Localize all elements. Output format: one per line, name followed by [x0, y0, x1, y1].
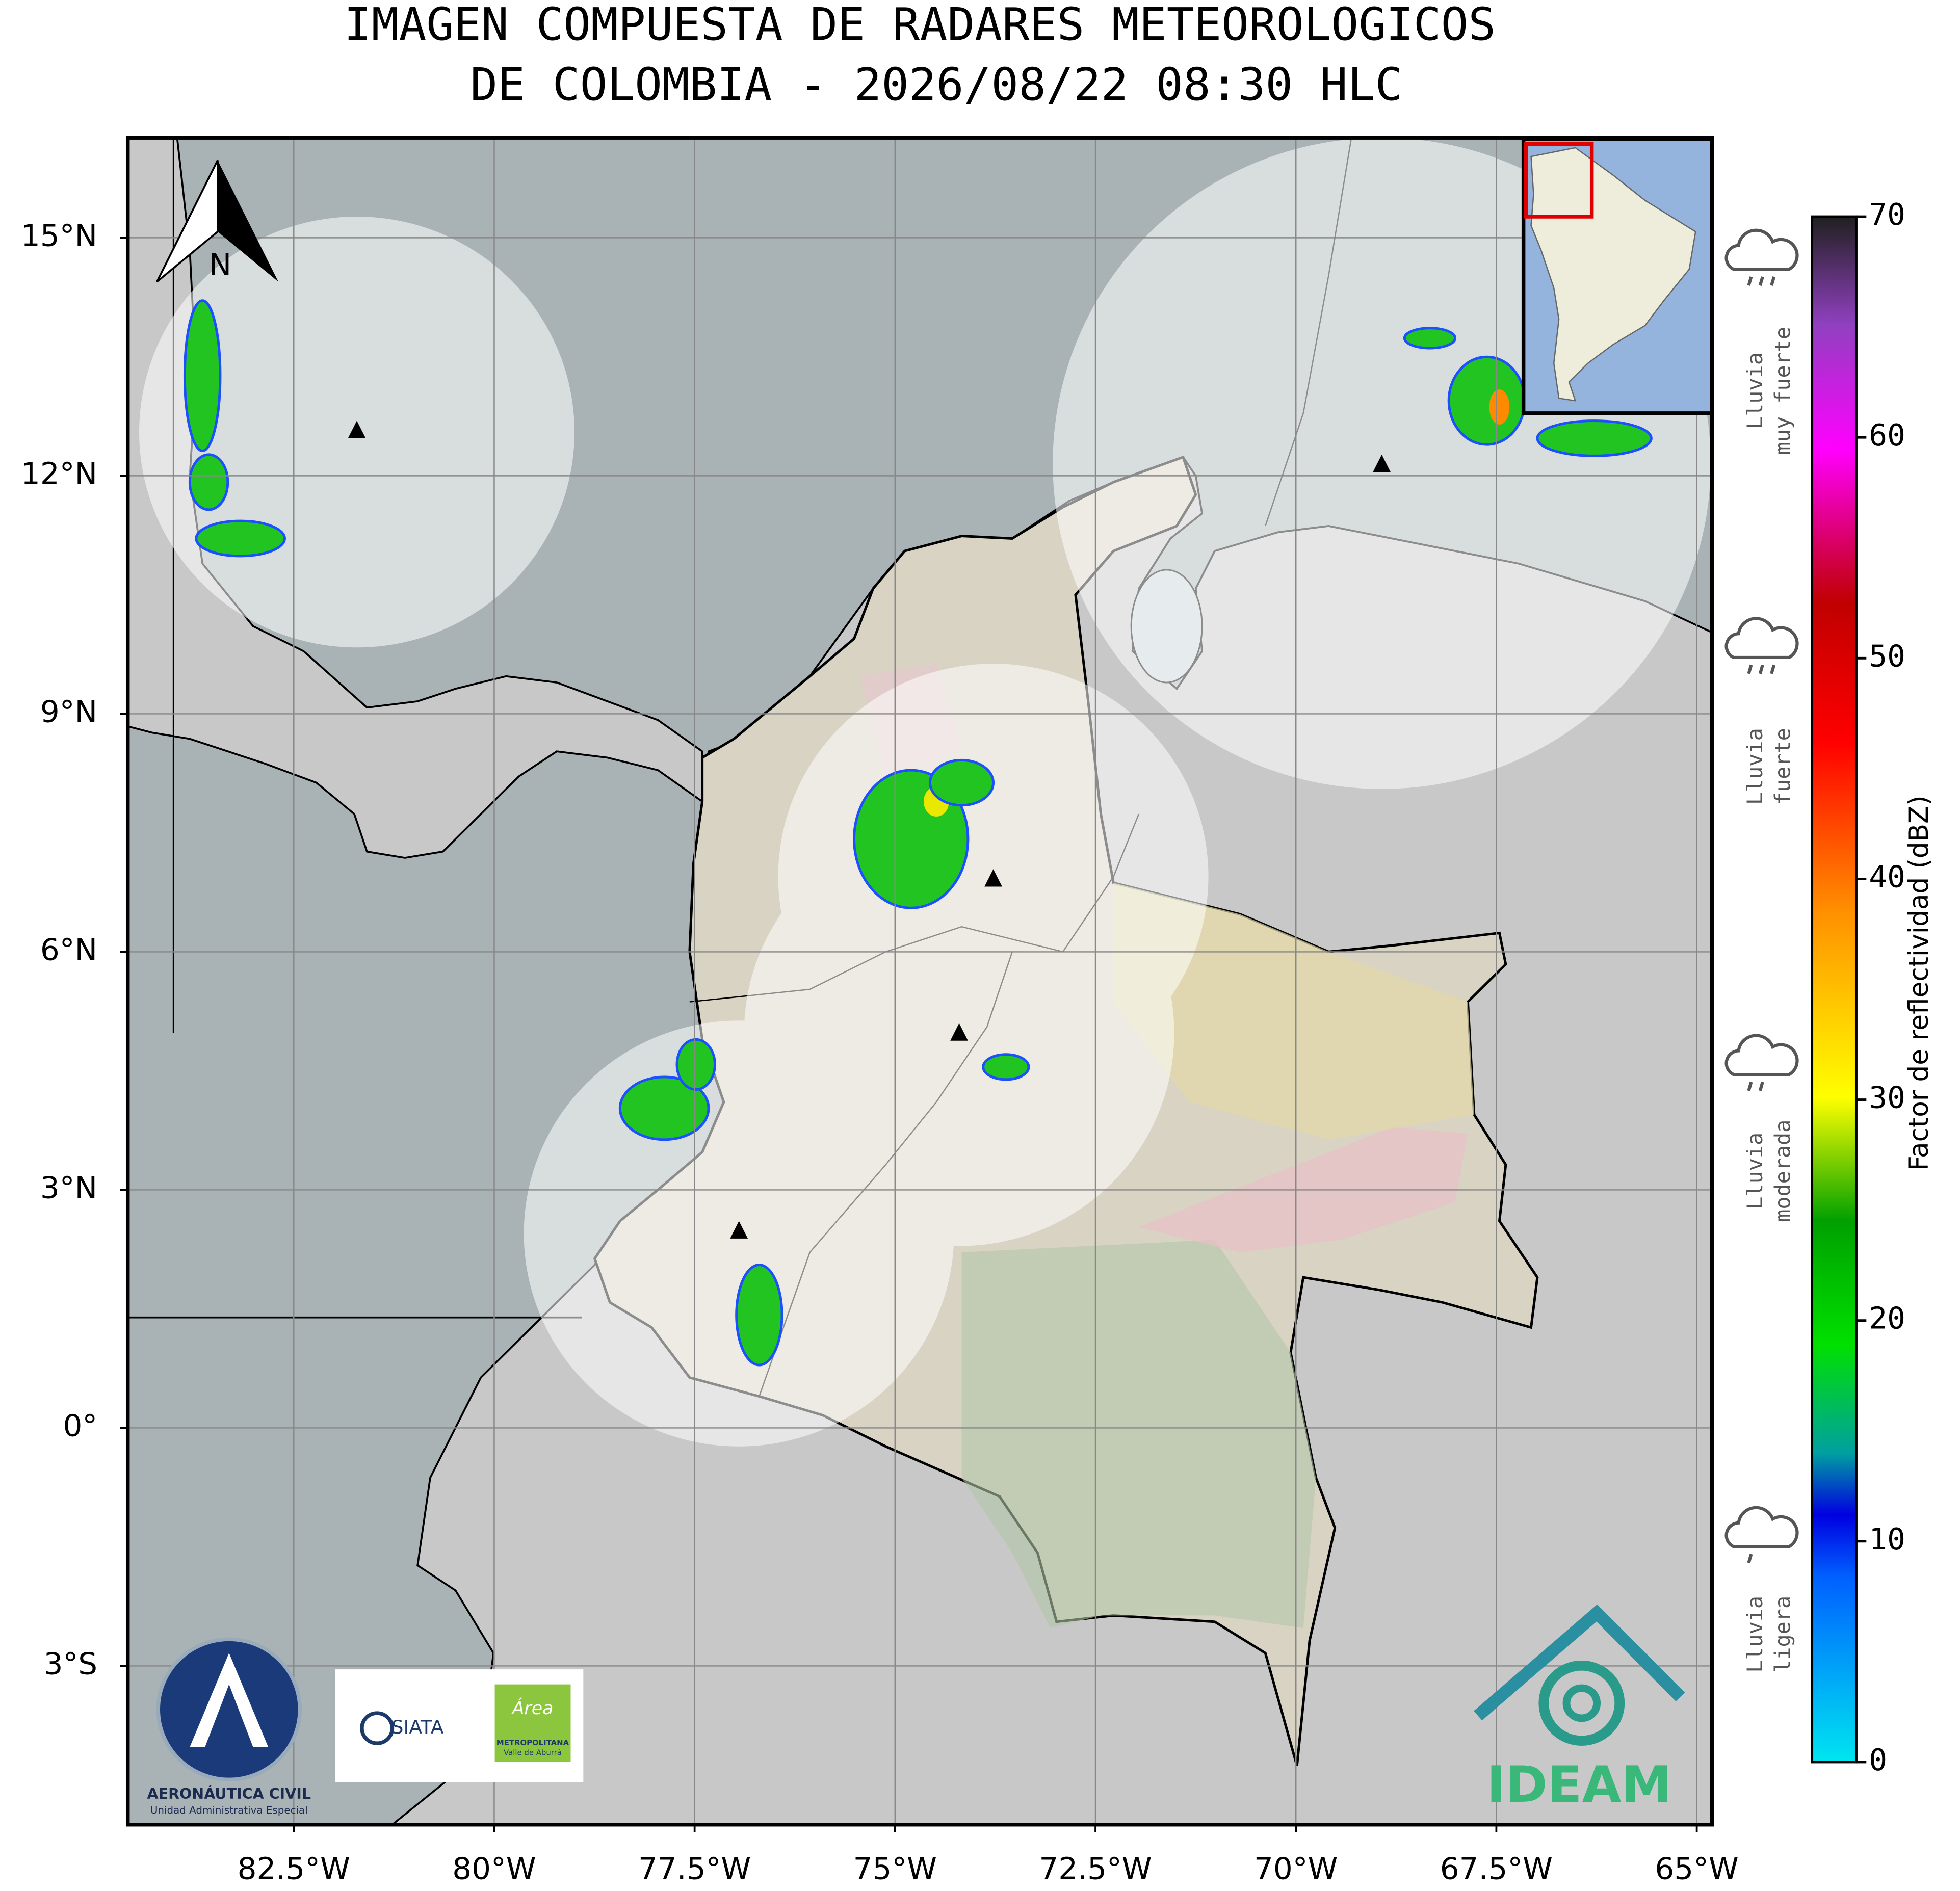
rain-legend-label: Lluvia: [1742, 728, 1767, 805]
logo-text: Unidad Administrativa Especial: [150, 1804, 308, 1816]
map: [127, 138, 1712, 1825]
rain-icon: [1724, 1506, 1799, 1548]
y-tick-label: 9°N: [40, 694, 97, 729]
north-label: N: [209, 247, 232, 282]
logo-siata: SIATA Área METROPOLITANA Valle de Aburrá: [335, 1669, 584, 1782]
x-tick-label: 77.5°W: [638, 1851, 751, 1886]
colorbar-tick-label: 50: [1869, 639, 1905, 674]
rain-drop: [1747, 276, 1753, 286]
logo-ideam: IDEAM: [1474, 1604, 1685, 1814]
logo-text: METROPOLITANA: [496, 1739, 569, 1747]
title-line: IMAGEN COMPUESTA DE RADARES METEOROLOGIC…: [344, 0, 1496, 50]
grid: [127, 138, 1712, 1825]
y-tick-label: 6°N: [40, 932, 97, 967]
y-tick-label: 3°S: [44, 1646, 98, 1682]
x-tick-label: 75°W: [853, 1851, 937, 1886]
rain-icon: [1724, 228, 1799, 271]
rain-drop: [1747, 1081, 1753, 1091]
colorbar-tick-label: 10: [1869, 1521, 1905, 1557]
logo-text: Valle de Aburrá: [504, 1749, 562, 1757]
radar-sites: [348, 421, 1391, 1239]
rain-legend-label: muy fuerte: [1770, 327, 1795, 455]
logo-aerocivil: AERONÁUTICA CIVIL Unidad Administrativa …: [147, 1637, 311, 1816]
y-tick-label: 12°N: [21, 456, 97, 491]
colorbar-tick-label: 30: [1869, 1080, 1905, 1115]
amazon-zone: [961, 1240, 1316, 1629]
logo-text: Área: [511, 1698, 554, 1719]
colorbar-tick-label: 20: [1869, 1301, 1905, 1336]
logo-text: AERONÁUTICA CIVIL: [147, 1785, 311, 1802]
rain-legend-label: Lluvia: [1742, 1596, 1767, 1673]
colorbar-tick-label: 0: [1869, 1742, 1887, 1777]
x-tick-label: 65°W: [1655, 1851, 1738, 1886]
colorbar-tick-label: 40: [1869, 859, 1905, 895]
y-tick-label: 15°N: [21, 218, 97, 253]
rain-legend-label: Lluvia: [1742, 1133, 1767, 1210]
map-frame: [125, 136, 1714, 1827]
rain-legend-label: moderada: [1770, 1120, 1795, 1222]
colorbar-label: Factor de reflectividad (dBZ): [1904, 796, 1935, 1171]
colorbar-tick-label: 70: [1869, 197, 1905, 232]
region-tint: [1113, 883, 1474, 1140]
y-tick-label: 0°: [63, 1408, 97, 1443]
rain-drop: [1758, 664, 1764, 674]
x-tick-label: 67.5°W: [1440, 1851, 1553, 1886]
x-tick-label: 70°W: [1254, 1851, 1338, 1886]
y-tick-label: 3°N: [40, 1170, 97, 1205]
x-tick-label: 72.5°W: [1039, 1851, 1152, 1886]
rain-drop: [1770, 276, 1776, 286]
rain-drop: [1758, 276, 1764, 286]
logo-text: IDEAM: [1486, 1756, 1671, 1814]
colorbar-tick-label: 60: [1869, 417, 1905, 453]
logo-text: SIATA: [391, 1716, 444, 1738]
x-tick-label: 82.5°W: [238, 1851, 350, 1886]
rain-legend-label: ligera: [1770, 1596, 1795, 1673]
colorbar-ticks: 0 10 20 30 40 50 60 70: [1856, 197, 1905, 1777]
rain-icon: [1724, 1034, 1799, 1076]
x-tick-label: 80°W: [452, 1851, 536, 1886]
radar-echoes: [183, 299, 1653, 1367]
rain-drop: [1770, 664, 1776, 674]
rain-legend-label: fuerte: [1770, 728, 1795, 805]
rain-drop: [1758, 1081, 1764, 1091]
rain-drop: [1747, 1554, 1753, 1564]
rain-icon: [1724, 617, 1799, 659]
colorbar: [1811, 215, 1858, 1764]
rain-drop: [1747, 664, 1753, 674]
inset-map: [1521, 138, 1712, 415]
title-line: DE COLOMBIA - 2026/08/22 08:30 HLC: [470, 58, 1402, 111]
rain-legend-label: Lluvia: [1742, 352, 1767, 429]
